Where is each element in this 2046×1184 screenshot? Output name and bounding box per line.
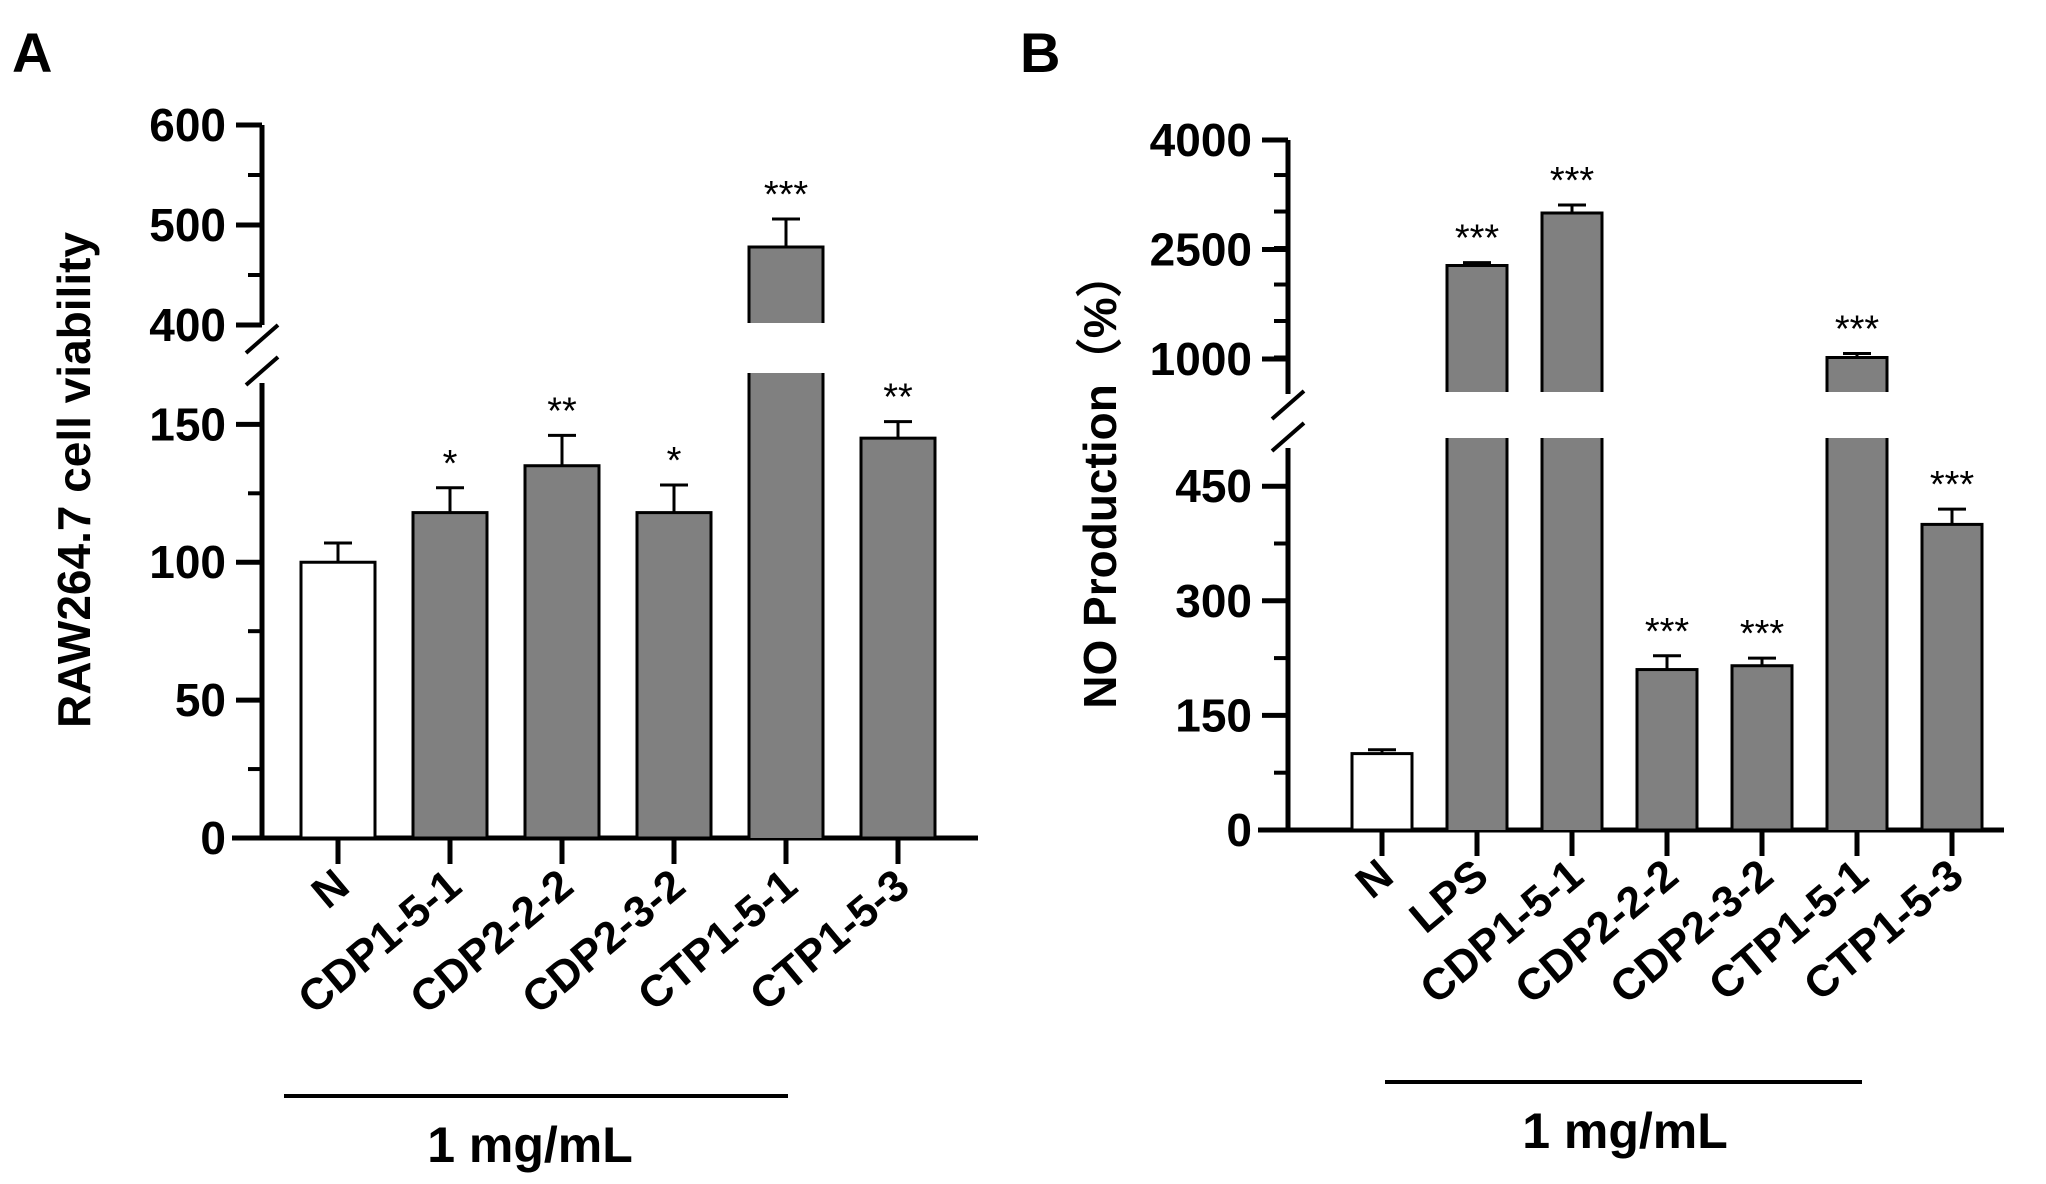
- significance-label: ***: [1835, 308, 1880, 350]
- significance-label: *: [667, 440, 682, 482]
- y-tick-label: 0: [200, 812, 226, 864]
- y-tick-label: 450: [1175, 460, 1252, 512]
- y-axis-title: NO Production（%）: [1074, 251, 1126, 708]
- bar: [1730, 664, 1794, 832]
- group-label: 1 mg/mL: [427, 1117, 633, 1173]
- bar: [859, 436, 937, 840]
- bar-upper-outline: [1540, 211, 1604, 392]
- significance-label: ***: [1930, 464, 1975, 506]
- y-tick-label: 2500: [1150, 223, 1252, 275]
- bar: [1827, 438, 1887, 830]
- y-tick-label: 50: [175, 674, 226, 726]
- y-tick-label: 4000: [1150, 114, 1252, 166]
- y-tick-label: 600: [149, 99, 226, 151]
- significance-label: *: [443, 443, 458, 485]
- significance-label: ***: [764, 174, 809, 216]
- y-tick-label: 400: [149, 299, 226, 351]
- bar-upper: [1827, 357, 1887, 392]
- axis-break-mark: [244, 355, 280, 387]
- bar: [635, 511, 713, 840]
- y-axis-title: RAW264.7 cell viability: [48, 232, 100, 728]
- y-tick-label: 150: [149, 398, 226, 450]
- y-tick-label: 0: [1226, 804, 1252, 856]
- significance-label: ***: [1455, 218, 1500, 260]
- bar: [749, 373, 823, 838]
- significance-label: **: [883, 377, 913, 419]
- bar: [1350, 752, 1414, 832]
- bar: [523, 464, 601, 840]
- bar-upper: [1542, 212, 1602, 392]
- bar: [1635, 668, 1699, 832]
- bar-upper-outline: [1825, 356, 1889, 392]
- panel-a-letter: A: [12, 21, 52, 84]
- bar: [1920, 522, 1984, 832]
- bar-upper: [1447, 265, 1507, 392]
- bar: [411, 511, 489, 840]
- chart-a: 0 50 100 150 400 500 600 RAW264.7 cell viabilit…: [48, 99, 978, 1173]
- x-category-label: N: [1347, 850, 1403, 908]
- panel-b-letter: B: [1020, 21, 1060, 84]
- bar: [1542, 438, 1602, 830]
- significance-label: ***: [1550, 160, 1595, 202]
- y-tick-label: 500: [149, 199, 226, 251]
- y-tick-label: 300: [1175, 575, 1252, 627]
- axis-break-mark: [1270, 421, 1306, 453]
- y-tick-label: 150: [1175, 689, 1252, 741]
- y-tick-label: 1000: [1150, 333, 1252, 385]
- significance-label: ***: [1645, 611, 1690, 653]
- bar: [1447, 438, 1507, 830]
- axis-break-mark: [1270, 389, 1306, 421]
- significance-label: **: [547, 390, 577, 432]
- axis-break-mark: [244, 323, 280, 355]
- group-label: 1 mg/mL: [1522, 1103, 1728, 1159]
- chart-b: 0 150 300 450 1000 2500 4000 NO Production（%） N *…: [1074, 114, 2004, 1159]
- y-tick-label: 100: [149, 536, 226, 588]
- significance-label: ***: [1740, 613, 1785, 655]
- bar: [299, 560, 377, 840]
- x-category-label: N: [303, 860, 359, 918]
- bar-upper: [749, 247, 823, 323]
